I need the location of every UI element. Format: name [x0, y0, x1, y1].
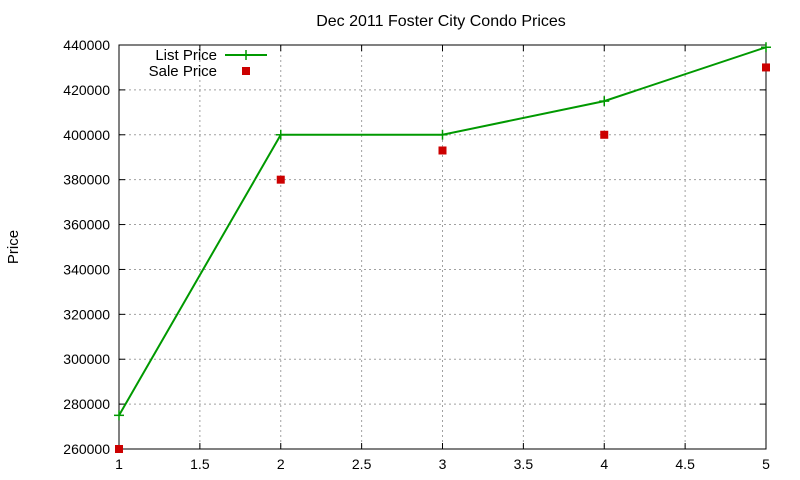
x-tick-label: 5 — [762, 456, 770, 472]
y-axis-label: Price — [5, 230, 22, 264]
list-price-point — [275, 129, 286, 140]
axis-ticks: 1 1.5 2 2.5 3 3.5 4 4.5 5 260000 280000 300000 32000… — [63, 37, 770, 472]
y-tick-label: 320000 — [63, 306, 110, 322]
list-price-point — [437, 129, 448, 140]
legend-label: List Price — [155, 47, 217, 64]
x-tick-label: 1 — [115, 456, 123, 472]
y-tick-label: 360000 — [63, 217, 110, 233]
plot-border — [118, 44, 767, 450]
x-tick-label: 3 — [439, 456, 447, 472]
legend-plus-swatch — [241, 50, 251, 60]
list-price-point — [599, 96, 610, 107]
y-tick-label: 300000 — [63, 351, 110, 367]
x-tick-label: 1.5 — [190, 456, 210, 472]
series-layer — [114, 42, 771, 453]
series-list-price — [114, 42, 771, 421]
legend-label: Sale Price — [149, 63, 217, 80]
legend-square-swatch — [242, 67, 250, 75]
y-tick-label: 420000 — [63, 82, 110, 98]
y-tick-label: 440000 — [63, 37, 110, 53]
sale-price-point — [600, 130, 609, 139]
sale-price-point — [438, 146, 447, 155]
series-sale-price — [115, 63, 770, 453]
y-tick-label: 260000 — [63, 441, 110, 457]
chart-title: Dec 2011 Foster City Condo Prices — [316, 13, 566, 30]
list-price-point — [114, 410, 124, 421]
x-tick-label: 4 — [600, 456, 608, 472]
sale-price-point — [762, 63, 770, 72]
sale-price-point — [115, 445, 123, 453]
x-tick-label: 4.5 — [675, 456, 695, 472]
x-tick-label: 3.5 — [514, 456, 534, 472]
y-tick-label: 340000 — [63, 261, 110, 277]
list-price-point — [761, 42, 771, 53]
grid-lines — [119, 45, 766, 449]
y-tick-label: 380000 — [63, 172, 110, 188]
y-tick-label: 400000 — [63, 127, 110, 143]
x-tick-label: 2 — [277, 456, 285, 472]
y-tick-label: 280000 — [63, 396, 110, 412]
x-tick-label: 2.5 — [352, 456, 372, 472]
sale-price-point — [276, 175, 285, 184]
